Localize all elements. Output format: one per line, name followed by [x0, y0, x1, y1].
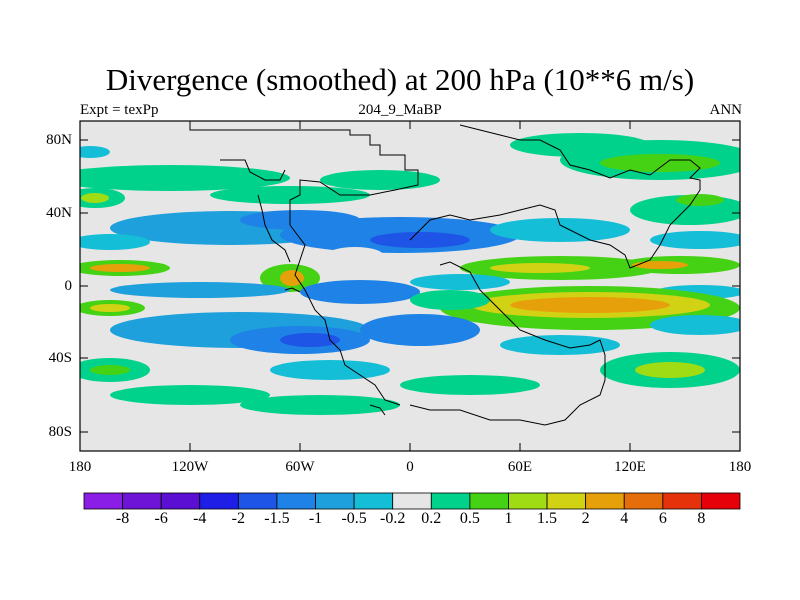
coastlines [189, 121, 701, 426]
lon-label-180w: 180 [68, 459, 92, 475]
colorbar-swatch [237, 492, 278, 510]
lat-label-40s: 40S [48, 350, 72, 366]
colorbar-label: 6 [658, 510, 667, 527]
colorbar-swatch [469, 492, 509, 510]
colorbar-swatch [353, 492, 394, 510]
colorbar-label: 2 [581, 510, 590, 527]
colorbar-swatch [508, 492, 548, 510]
colorbar-swatch [199, 492, 239, 510]
lat-label-80s: 80S [48, 424, 72, 440]
divergence-field [80, 121, 740, 451]
colorbar-label: -2 [231, 510, 245, 527]
lon-label-120e: 120E [614, 459, 646, 475]
colorbar-swatch [276, 492, 316, 510]
colorbar-swatch [623, 492, 664, 510]
plot-title: Divergence (smoothed) at 200 hPa (10**6 … [105, 62, 695, 97]
colorbar-swatch [546, 492, 587, 510]
axis-ticks [79, 121, 741, 451]
lat-label-0: 0 [64, 278, 73, 294]
season-label: ANN [709, 102, 743, 118]
colorbar-label: -4 [193, 510, 207, 527]
colorbar-swatch [701, 492, 741, 510]
colorbar-label: -1.5 [264, 510, 290, 527]
colorbar-swatch [83, 492, 123, 510]
colorbar-swatch [315, 492, 355, 510]
lon-label-120w: 120W [171, 459, 209, 475]
colorbar-label: -6 [154, 510, 168, 527]
lon-label-60e: 60E [507, 459, 533, 475]
colorbar-label: 4 [620, 510, 629, 527]
lat-label-80n: 80N [46, 132, 72, 148]
experiment-label: Expt = texPp [80, 102, 159, 118]
colorbar-label: -0.2 [380, 510, 406, 527]
lon-label-180e: 180 [728, 459, 752, 475]
colorbar-label: 0.5 [459, 510, 480, 527]
colorbar [83, 492, 741, 510]
case-label: 204_9_MaBP [358, 102, 442, 118]
colorbar-label: 8 [697, 510, 706, 527]
colorbar-swatch [662, 492, 702, 510]
colorbar-label: 1 [504, 510, 513, 527]
colorbar-label: -0.5 [341, 510, 367, 527]
colorbar-swatch [430, 492, 471, 510]
colorbar-label: 0.2 [421, 510, 442, 527]
colorbar-label: -1 [308, 510, 323, 527]
lon-label-0: 0 [406, 459, 414, 475]
colorbar-swatch [160, 492, 201, 510]
colorbar-swatch [122, 492, 162, 510]
colorbar-swatch [585, 492, 625, 510]
lon-label-60w: 60W [285, 459, 315, 475]
colorbar-label: -8 [115, 510, 130, 527]
colorbar-swatch [392, 492, 432, 510]
lat-label-40n: 40N [46, 205, 72, 221]
colorbar-label: 1.5 [537, 510, 558, 527]
